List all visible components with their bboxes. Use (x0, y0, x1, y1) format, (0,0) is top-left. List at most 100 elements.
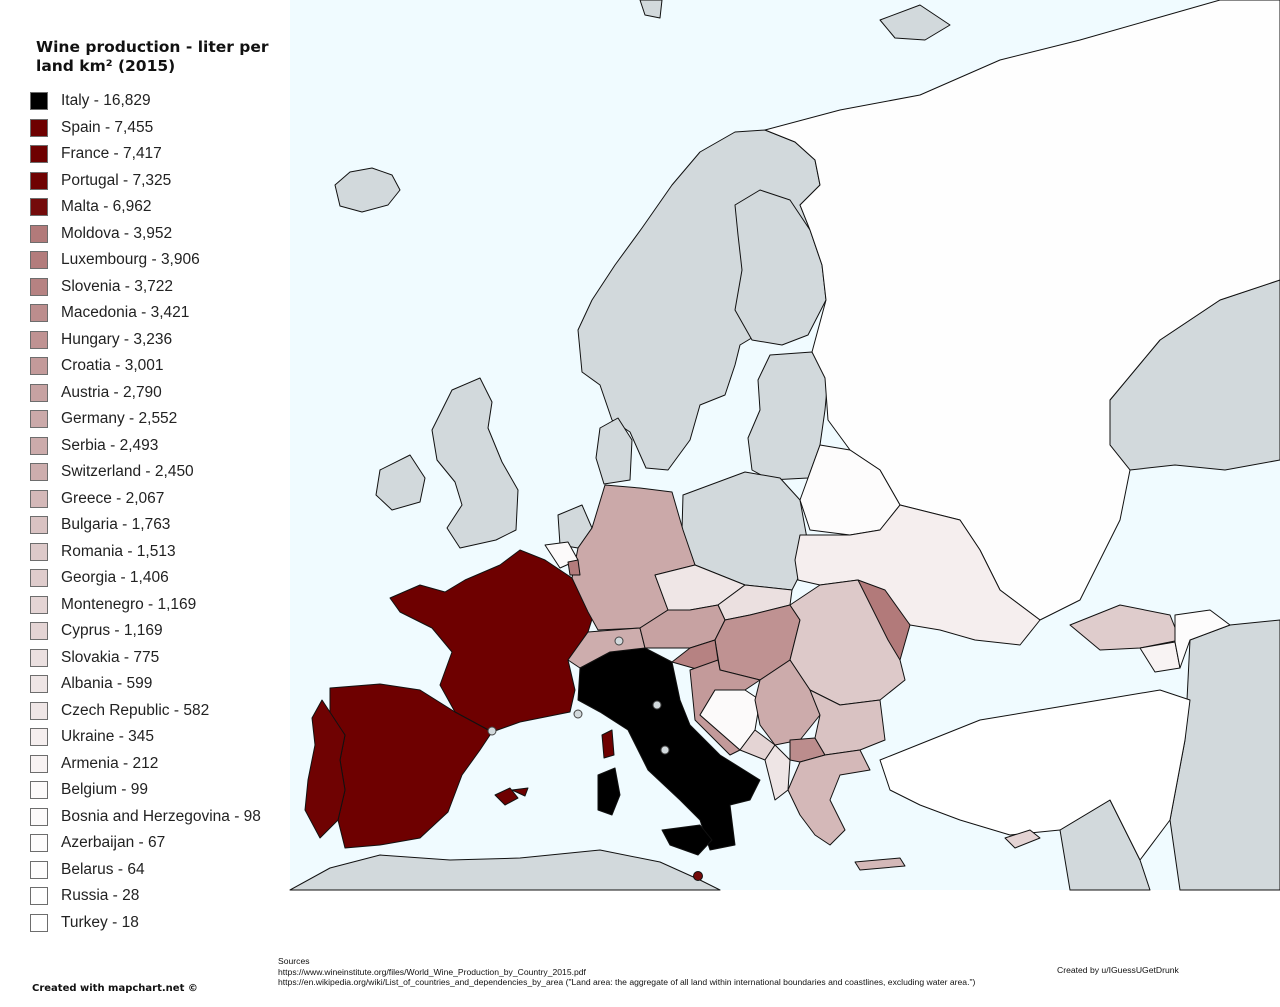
legend-label: Ukraine - 345 (61, 728, 155, 746)
legend-swatch (30, 622, 48, 641)
luxembourg-shape (567, 559, 581, 576)
legend-label: Belgium - 99 (61, 781, 149, 799)
city-marker (660, 745, 670, 755)
corsica-shape (601, 729, 615, 759)
legend-label: Serbia - 2,493 (61, 436, 159, 454)
legend-swatch (30, 489, 48, 508)
sicily-shape (661, 824, 713, 856)
legend-swatch (30, 330, 48, 349)
legend-label: Luxembourg - 3,906 (61, 251, 200, 269)
legend-swatch (30, 436, 48, 455)
legend-item: Italy - 16,829 (30, 88, 261, 115)
city-marker (573, 709, 583, 719)
legend-label: Greece - 2,067 (61, 489, 165, 507)
legend-item: Romania - 1,513 (30, 539, 261, 566)
legend-item: Luxembourg - 3,906 (30, 247, 261, 274)
legend-item: France - 7,417 (30, 141, 261, 168)
legend-label: Bosnia and Herzegovina - 98 (61, 807, 261, 825)
legend-item: Bosnia and Herzegovina - 98 (30, 804, 261, 831)
legend-swatch (30, 754, 48, 773)
finland-shape (734, 189, 827, 346)
legend-swatch (30, 648, 48, 667)
legend-swatch (30, 913, 48, 932)
legend-swatch (30, 463, 48, 482)
legend-item: Albania - 599 (30, 671, 261, 698)
iceland-shape (334, 167, 401, 213)
legend-item: Greece - 2,067 (30, 486, 261, 513)
legend-label: Moldova - 3,952 (61, 224, 173, 242)
legend-label: Austria - 2,790 (61, 383, 162, 401)
legend-item: Czech Republic - 582 (30, 698, 261, 725)
source-link-wine[interactable]: https://www.wineinstitute.org/files/Worl… (278, 966, 586, 977)
legend-swatch (30, 860, 48, 879)
legend-label: Russia - 28 (61, 887, 140, 905)
legend-swatch (30, 595, 48, 614)
legend-label: Bulgaria - 1,763 (61, 516, 171, 534)
legend-label: Macedonia - 3,421 (61, 304, 190, 322)
sources-block: Sources https://www.wineinstitute.org/fi… (278, 956, 975, 988)
legend-label: Spain - 7,455 (61, 118, 154, 136)
crete-shape (854, 857, 906, 871)
moldova-shape (857, 579, 911, 661)
sources-heading: Sources (278, 956, 310, 966)
legend-label: Slovakia - 775 (61, 648, 160, 666)
legend-label: Georgia - 1,406 (61, 569, 169, 587)
legend-item: Spain - 7,455 (30, 115, 261, 142)
turkey-shape (879, 689, 1191, 861)
legend-label: France - 7,417 (61, 145, 162, 163)
legend-swatch (30, 357, 48, 376)
legend-item: Belgium - 99 (30, 777, 261, 804)
legend-item: Azerbaijan - 67 (30, 830, 261, 857)
greece-shape (787, 749, 871, 846)
albania-shape (764, 744, 791, 801)
legend-label: Armenia - 212 (61, 754, 159, 772)
mapchart-credit: Created with mapchart.net © (32, 983, 198, 994)
ireland-shape (375, 454, 426, 511)
legend-label: Hungary - 3,236 (61, 330, 173, 348)
greenland-svalbard-shape (639, 0, 951, 41)
legend-label: Turkey - 18 (61, 913, 139, 931)
legend-label: Germany - 2,552 (61, 410, 178, 428)
legend-swatch (30, 277, 48, 296)
legend-item: Austria - 2,790 (30, 380, 261, 407)
legend-item: Germany - 2,552 (30, 406, 261, 433)
legend-swatch (30, 569, 48, 588)
legend-swatch (30, 145, 48, 164)
legend-label: Belarus - 64 (61, 860, 145, 878)
legend-item: Turkey - 18 (30, 910, 261, 937)
source-link-area[interactable]: https://en.wikipedia.org/wiki/List_of_co… (278, 977, 976, 988)
legend-swatch (30, 701, 48, 720)
legend-label: Croatia - 3,001 (61, 357, 164, 375)
legend-item: Malta - 6,962 (30, 194, 261, 221)
legend-item: Ukraine - 345 (30, 724, 261, 751)
legend-label: Albania - 599 (61, 675, 153, 693)
legend-item: Cyprus - 1,169 (30, 618, 261, 645)
legend-swatch (30, 887, 48, 906)
north-africa-shape (289, 849, 721, 891)
legend-item: Macedonia - 3,421 (30, 300, 261, 327)
legend-item: Hungary - 3,236 (30, 327, 261, 354)
sardinia-shape (597, 767, 621, 816)
malta-marker (693, 871, 703, 881)
legend-swatch (30, 92, 48, 111)
azerbaijan-shape (1174, 609, 1231, 669)
legend-label: Switzerland - 2,450 (61, 463, 194, 481)
map-title: Wine production - liter per land km² (20… (36, 38, 269, 75)
legend-swatch (30, 410, 48, 429)
legend-label: Czech Republic - 582 (61, 701, 210, 719)
legend-item: Slovenia - 3,722 (30, 274, 261, 301)
legend-swatch (30, 807, 48, 826)
portugal-shape (304, 699, 346, 839)
balearic-shape (494, 787, 529, 806)
legend: Italy - 16,829 Spain - 7,455 France - 7,41… (30, 88, 261, 936)
author-credit: Created by u/IGuessUGetDrunk (1057, 965, 1179, 975)
legend-swatch (30, 834, 48, 853)
legend-item: Serbia - 2,493 (30, 433, 261, 460)
legend-label: Montenegro - 1,169 (61, 595, 197, 613)
uk-ireland-shape (431, 377, 519, 549)
legend-swatch (30, 516, 48, 535)
city-marker (652, 700, 662, 710)
legend-swatch (30, 118, 48, 137)
legend-swatch (30, 224, 48, 243)
legend-item: Portugal - 7,325 (30, 168, 261, 195)
